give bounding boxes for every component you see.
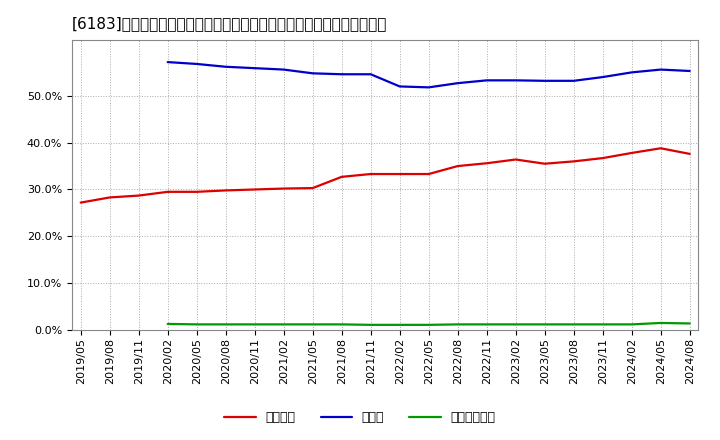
Line: のれん: のれん [168, 62, 690, 88]
自己資本 [192, 189, 201, 194]
のれん [424, 85, 433, 90]
自己資本 [598, 155, 607, 161]
繰延税金資産 [511, 322, 520, 327]
のれん [685, 68, 694, 73]
繰延税金資産 [251, 322, 259, 327]
自己資本 [424, 172, 433, 177]
のれん [570, 78, 578, 84]
のれん [366, 72, 375, 77]
繰延税金資産 [627, 322, 636, 327]
繰延税金資産 [685, 321, 694, 326]
Legend: 自己資本, のれん, 繰延税金資産: 自己資本, のれん, 繰延税金資産 [220, 407, 500, 429]
自己資本 [395, 172, 404, 177]
自己資本 [541, 161, 549, 166]
繰延税金資産 [308, 322, 317, 327]
自己資本 [221, 188, 230, 193]
自己資本 [135, 193, 143, 198]
繰延税金資産 [454, 322, 462, 327]
のれん [627, 70, 636, 75]
繰延税金資産 [163, 321, 172, 326]
のれん [192, 61, 201, 66]
Line: 自己資本: 自己資本 [81, 148, 690, 202]
自己資本 [366, 172, 375, 177]
自己資本 [454, 163, 462, 169]
のれん [279, 67, 288, 72]
のれん [598, 74, 607, 80]
自己資本 [570, 159, 578, 164]
繰延税金資産 [221, 322, 230, 327]
のれん [308, 71, 317, 76]
繰延税金資産 [570, 322, 578, 327]
自己資本 [482, 161, 491, 166]
自己資本 [308, 185, 317, 191]
のれん [163, 59, 172, 65]
繰延税金資産 [424, 322, 433, 327]
のれん [541, 78, 549, 84]
繰延税金資産 [192, 322, 201, 327]
繰延税金資産 [366, 322, 375, 327]
自己資本 [685, 151, 694, 157]
Text: [6183]　自己資本、のれん、繰延税金資産の総資産に対する比率の推移: [6183] 自己資本、のれん、繰延税金資産の総資産に対する比率の推移 [72, 16, 387, 32]
繰延税金資産 [279, 322, 288, 327]
繰延税金資産 [598, 322, 607, 327]
のれん [395, 84, 404, 89]
自己資本 [657, 146, 665, 151]
自己資本 [338, 174, 346, 180]
のれん [482, 78, 491, 83]
自己資本 [163, 189, 172, 194]
のれん [251, 66, 259, 71]
繰延税金資産 [338, 322, 346, 327]
のれん [454, 81, 462, 86]
自己資本 [511, 157, 520, 162]
自己資本 [279, 186, 288, 191]
繰延税金資産 [541, 322, 549, 327]
繰延税金資産 [657, 320, 665, 326]
のれん [221, 64, 230, 70]
のれん [511, 78, 520, 83]
繰延税金資産 [395, 322, 404, 327]
のれん [338, 72, 346, 77]
のれん [657, 67, 665, 72]
自己資本 [251, 187, 259, 192]
自己資本 [76, 200, 85, 205]
自己資本 [627, 150, 636, 156]
自己資本 [105, 195, 114, 200]
繰延税金資産 [482, 322, 491, 327]
Line: 繰延税金資産: 繰延税金資産 [168, 323, 690, 325]
